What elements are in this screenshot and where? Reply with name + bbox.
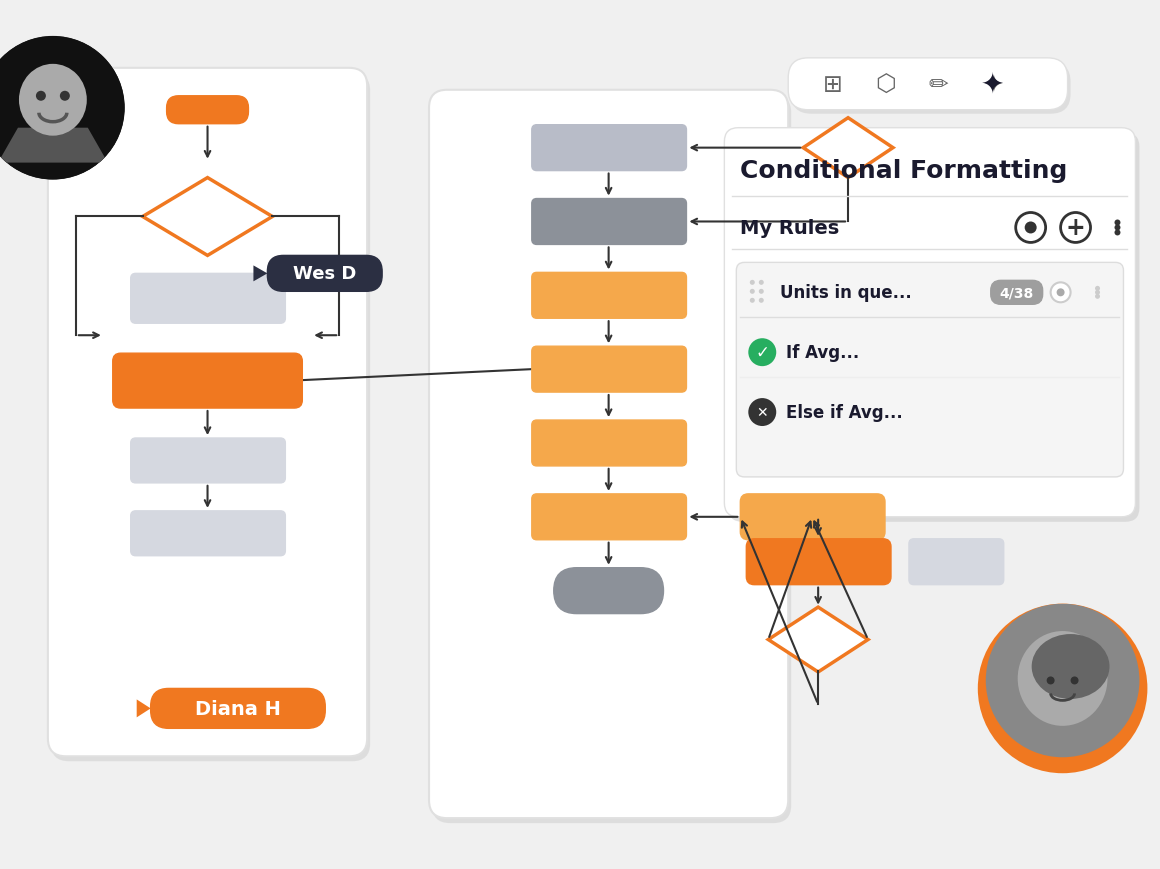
Polygon shape: [143, 178, 273, 256]
Circle shape: [1016, 213, 1045, 243]
FancyBboxPatch shape: [531, 273, 687, 319]
Circle shape: [1095, 287, 1100, 291]
FancyBboxPatch shape: [531, 125, 687, 171]
Circle shape: [1115, 220, 1121, 226]
Circle shape: [1071, 677, 1079, 685]
Text: ✕: ✕: [756, 406, 768, 420]
Ellipse shape: [19, 65, 87, 136]
Text: Else if Avg...: Else if Avg...: [786, 403, 902, 421]
Text: ✓: ✓: [755, 344, 769, 362]
FancyBboxPatch shape: [51, 74, 370, 761]
Text: ✏: ✏: [928, 73, 948, 96]
Circle shape: [986, 604, 1139, 758]
FancyBboxPatch shape: [131, 439, 285, 483]
Circle shape: [60, 91, 70, 102]
Ellipse shape: [1031, 634, 1109, 699]
Circle shape: [1115, 230, 1121, 236]
Circle shape: [748, 339, 776, 367]
FancyBboxPatch shape: [113, 354, 303, 408]
Circle shape: [759, 281, 763, 286]
Circle shape: [1115, 225, 1121, 231]
Polygon shape: [803, 118, 893, 178]
Circle shape: [1046, 677, 1054, 685]
Text: My Rules: My Rules: [740, 219, 840, 238]
Polygon shape: [253, 266, 268, 282]
Text: +: +: [1066, 216, 1086, 240]
FancyBboxPatch shape: [724, 129, 1136, 517]
Circle shape: [759, 289, 763, 295]
FancyBboxPatch shape: [746, 539, 891, 585]
FancyBboxPatch shape: [791, 63, 1071, 115]
Text: Conditional Formatting: Conditional Formatting: [740, 158, 1067, 182]
FancyBboxPatch shape: [909, 539, 1003, 585]
Text: ⬡: ⬡: [876, 73, 897, 96]
FancyBboxPatch shape: [531, 199, 687, 245]
FancyBboxPatch shape: [268, 256, 382, 292]
FancyBboxPatch shape: [788, 59, 1067, 110]
FancyBboxPatch shape: [740, 494, 885, 541]
Circle shape: [1060, 213, 1090, 243]
Circle shape: [978, 604, 1147, 773]
Circle shape: [1095, 295, 1100, 300]
Text: ✦: ✦: [981, 70, 1005, 99]
FancyBboxPatch shape: [737, 263, 1124, 477]
Circle shape: [759, 298, 763, 303]
FancyBboxPatch shape: [553, 568, 664, 614]
FancyBboxPatch shape: [151, 688, 325, 728]
Text: Units in que...: Units in que...: [781, 284, 912, 302]
Circle shape: [748, 399, 776, 427]
Circle shape: [1024, 222, 1037, 234]
Text: ✧: ✧: [983, 73, 1002, 96]
FancyBboxPatch shape: [531, 494, 687, 541]
Text: If Avg...: If Avg...: [786, 344, 860, 362]
Text: ⊞: ⊞: [824, 73, 843, 96]
Circle shape: [749, 289, 755, 295]
Polygon shape: [0, 129, 108, 163]
Polygon shape: [768, 607, 868, 673]
FancyBboxPatch shape: [728, 134, 1139, 522]
Circle shape: [36, 91, 46, 102]
FancyBboxPatch shape: [48, 69, 368, 756]
FancyBboxPatch shape: [131, 511, 285, 556]
FancyBboxPatch shape: [531, 347, 687, 393]
FancyBboxPatch shape: [991, 281, 1043, 305]
Circle shape: [749, 281, 755, 286]
Text: Diana H: Diana H: [195, 699, 281, 718]
FancyBboxPatch shape: [429, 90, 788, 819]
Circle shape: [1051, 283, 1071, 303]
FancyBboxPatch shape: [531, 421, 687, 467]
Circle shape: [749, 298, 755, 303]
FancyBboxPatch shape: [131, 274, 285, 324]
Circle shape: [1057, 289, 1065, 297]
FancyBboxPatch shape: [432, 96, 791, 823]
Text: Wes D: Wes D: [292, 265, 356, 283]
FancyBboxPatch shape: [167, 96, 248, 124]
Text: 4/38: 4/38: [1000, 286, 1034, 300]
Ellipse shape: [1017, 631, 1108, 726]
Circle shape: [1095, 290, 1100, 295]
Polygon shape: [137, 700, 151, 718]
Circle shape: [0, 36, 125, 181]
